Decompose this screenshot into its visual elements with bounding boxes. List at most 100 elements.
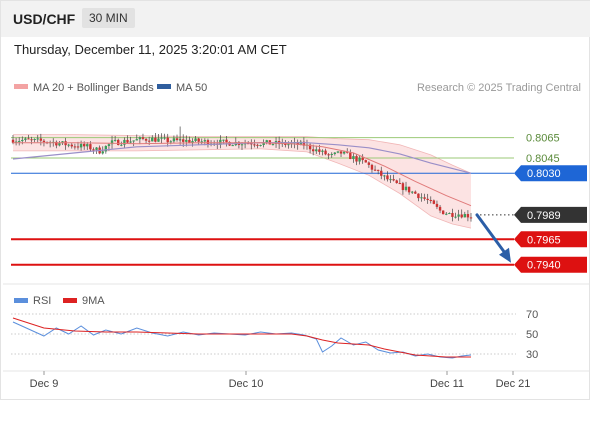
candle-body bbox=[58, 143, 61, 146]
candle-body bbox=[383, 175, 386, 177]
candle-body bbox=[417, 193, 420, 199]
candle-body bbox=[392, 179, 395, 181]
candle-body bbox=[370, 164, 374, 170]
timeframe-button[interactable]: 30 MIN bbox=[82, 8, 135, 28]
candle-body bbox=[194, 138, 197, 142]
candle-body bbox=[101, 151, 104, 154]
candle-body bbox=[126, 139, 129, 143]
candle-body bbox=[346, 151, 349, 153]
candle-body bbox=[327, 154, 330, 156]
candle-body bbox=[355, 156, 358, 162]
candle-body bbox=[308, 144, 312, 150]
level-label-0-8045: 0.8045 bbox=[526, 153, 560, 165]
ma50-legend-swatch bbox=[157, 84, 171, 89]
candle-body bbox=[123, 139, 126, 145]
candle-body bbox=[441, 210, 445, 215]
candle-body bbox=[73, 146, 77, 148]
candle-body bbox=[42, 140, 46, 143]
x-tick-label: Dec 9 bbox=[30, 378, 59, 390]
candle-body bbox=[398, 183, 402, 185]
candle-body bbox=[395, 180, 398, 184]
candle-body bbox=[426, 198, 429, 200]
candle-body bbox=[432, 200, 436, 204]
rsi-ma-line bbox=[12, 317, 471, 358]
candle-body bbox=[163, 137, 166, 139]
forecast-arrow-shaft bbox=[475, 213, 509, 258]
rsi-legend-swatch bbox=[14, 298, 28, 303]
rsi-tick-30: 30 bbox=[526, 349, 538, 361]
header-bar: USD/CHF 30 MIN bbox=[1, 1, 590, 37]
candle-body bbox=[144, 138, 148, 141]
candle-body bbox=[185, 139, 188, 142]
candle-body bbox=[463, 214, 467, 218]
candle-body bbox=[321, 150, 324, 152]
candle-body bbox=[404, 186, 408, 191]
candle-body bbox=[89, 144, 92, 150]
candle-body bbox=[39, 138, 43, 141]
candle-body bbox=[24, 138, 27, 140]
candle-body bbox=[86, 144, 89, 147]
candle-body bbox=[299, 141, 302, 145]
candle-body bbox=[259, 144, 262, 146]
ma20-legend-label: MA 20 + Bollinger Bands bbox=[33, 82, 154, 94]
level-label-0-7965: 0.7965 bbox=[527, 234, 561, 246]
candle-body bbox=[188, 139, 191, 143]
candle-body bbox=[367, 162, 371, 165]
candle-body bbox=[469, 217, 473, 219]
candle-body bbox=[200, 141, 203, 143]
candle-body bbox=[147, 140, 151, 142]
candle-body bbox=[423, 197, 426, 199]
candle-body bbox=[27, 138, 30, 140]
candle-body bbox=[454, 216, 457, 218]
candle-body bbox=[411, 191, 414, 193]
candle-body bbox=[151, 137, 154, 142]
level-tag-0-7965 bbox=[514, 231, 587, 248]
candle-body bbox=[265, 140, 268, 143]
candle-body bbox=[225, 139, 228, 142]
candle-body bbox=[256, 144, 259, 146]
candle-body bbox=[318, 149, 321, 152]
x-tick-label: Dec 21 bbox=[496, 378, 531, 390]
candle-body bbox=[30, 139, 33, 141]
candle-body bbox=[175, 138, 179, 140]
candle-body bbox=[110, 140, 114, 145]
ma50-line bbox=[12, 142, 472, 174]
level-tag-0-8030 bbox=[514, 165, 587, 182]
candle-body bbox=[380, 170, 383, 176]
candle-body bbox=[429, 199, 432, 201]
candle-body bbox=[36, 138, 39, 140]
rsi-ma-legend-swatch bbox=[63, 298, 77, 303]
candle-body bbox=[386, 175, 389, 180]
candle-body bbox=[287, 144, 290, 146]
candle-body bbox=[376, 169, 380, 171]
candle-body bbox=[154, 137, 157, 142]
candle-body bbox=[138, 137, 142, 140]
candle-body bbox=[407, 186, 411, 193]
candle-body bbox=[135, 139, 138, 141]
candle-body bbox=[11, 139, 15, 143]
candle-body bbox=[113, 139, 117, 141]
candle-body bbox=[435, 203, 439, 207]
rsi-tick-50: 50 bbox=[526, 329, 538, 341]
candle-body bbox=[451, 213, 454, 217]
candle-body bbox=[92, 149, 95, 151]
candle-body bbox=[33, 138, 36, 140]
candle-body bbox=[231, 145, 234, 147]
timestamp: Thursday, December 11, 2025 3:20:01 AM C… bbox=[14, 42, 287, 57]
candle-body bbox=[271, 144, 275, 146]
candle-body bbox=[333, 152, 337, 154]
candle-body bbox=[311, 149, 315, 152]
credit-text: Research © 2025 Trading Central bbox=[417, 82, 581, 94]
candle-body bbox=[339, 151, 343, 154]
ma50-legend-label: MA 50 bbox=[176, 82, 207, 94]
candle-body bbox=[401, 183, 405, 191]
candle-body bbox=[352, 156, 355, 160]
level-label-0-7989: 0.7989 bbox=[527, 210, 561, 222]
candle-body bbox=[141, 137, 145, 139]
candle-body bbox=[457, 214, 460, 217]
candle-body bbox=[160, 137, 163, 139]
candle-body bbox=[262, 142, 265, 145]
candle-body bbox=[302, 141, 306, 146]
candle-body bbox=[157, 138, 160, 142]
candle-body bbox=[120, 144, 123, 146]
